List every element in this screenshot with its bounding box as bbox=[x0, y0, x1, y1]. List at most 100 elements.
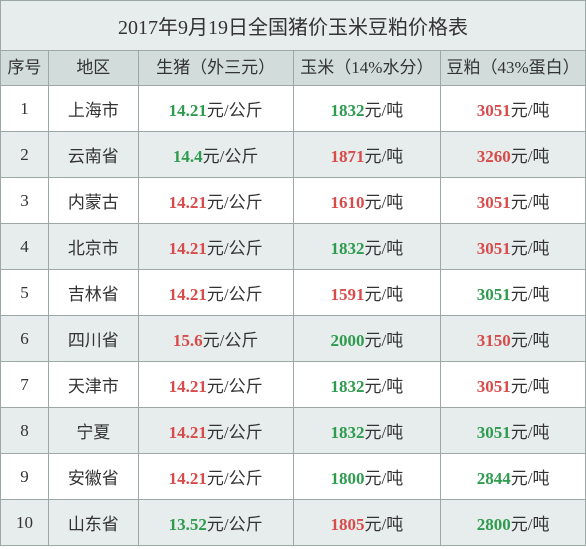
cell-corn-value: 2000 bbox=[331, 331, 365, 350]
cell-pig: 14.21元/公斤 bbox=[138, 178, 293, 224]
table-row: 3内蒙古14.21元/公斤1610元/吨3051元/吨 bbox=[1, 178, 586, 224]
cell-soy: 2844元/吨 bbox=[441, 454, 586, 500]
cell-pig-unit: 元/公斤 bbox=[207, 515, 263, 534]
cell-corn-unit: 元/吨 bbox=[365, 469, 404, 488]
cell-soy: 3051元/吨 bbox=[441, 178, 586, 224]
cell-corn-unit: 元/吨 bbox=[365, 147, 404, 166]
cell-region: 宁夏 bbox=[48, 408, 138, 454]
cell-corn-unit: 元/吨 bbox=[365, 193, 404, 212]
cell-soy: 3051元/吨 bbox=[441, 362, 586, 408]
cell-pig-unit: 元/公斤 bbox=[207, 101, 263, 120]
cell-pig: 14.21元/公斤 bbox=[138, 224, 293, 270]
table-row: 10山东省13.52元/公斤1805元/吨2800元/吨 bbox=[1, 500, 586, 546]
cell-corn-unit: 元/吨 bbox=[365, 239, 404, 258]
table-row: 5吉林省14.21元/公斤1591元/吨3051元/吨 bbox=[1, 270, 586, 316]
header-pig: 生猪（外三元） bbox=[138, 51, 293, 86]
cell-corn: 1832元/吨 bbox=[293, 224, 441, 270]
table-row: 1上海市14.21元/公斤1832元/吨3051元/吨 bbox=[1, 86, 586, 132]
cell-corn-value: 1610 bbox=[331, 193, 365, 212]
cell-pig: 14.21元/公斤 bbox=[138, 408, 293, 454]
cell-region: 四川省 bbox=[48, 316, 138, 362]
cell-soy-unit: 元/吨 bbox=[511, 147, 550, 166]
header-region: 地区 bbox=[48, 51, 138, 86]
title-row: 2017年9月19日全国猪价玉米豆粕价格表 bbox=[1, 1, 586, 51]
cell-pig-unit: 元/公斤 bbox=[207, 423, 263, 442]
cell-pig-value: 14.21 bbox=[169, 423, 207, 442]
cell-corn: 1832元/吨 bbox=[293, 408, 441, 454]
cell-pig-value: 14.21 bbox=[169, 193, 207, 212]
cell-soy-unit: 元/吨 bbox=[511, 469, 550, 488]
cell-soy-value: 2800 bbox=[477, 515, 511, 534]
cell-corn: 1832元/吨 bbox=[293, 86, 441, 132]
cell-corn-unit: 元/吨 bbox=[365, 101, 404, 120]
cell-pig: 15.6元/公斤 bbox=[138, 316, 293, 362]
cell-pig-value: 15.6 bbox=[173, 331, 203, 350]
cell-soy-value: 3051 bbox=[477, 193, 511, 212]
cell-soy-unit: 元/吨 bbox=[511, 193, 550, 212]
cell-corn-unit: 元/吨 bbox=[365, 331, 404, 350]
cell-pig-unit: 元/公斤 bbox=[207, 469, 263, 488]
cell-corn-value: 1591 bbox=[331, 285, 365, 304]
cell-idx: 6 bbox=[1, 316, 49, 362]
cell-idx: 7 bbox=[1, 362, 49, 408]
cell-pig: 14.21元/公斤 bbox=[138, 270, 293, 316]
cell-corn-value: 1805 bbox=[331, 515, 365, 534]
cell-soy-value: 2844 bbox=[477, 469, 511, 488]
cell-soy-value: 3260 bbox=[477, 147, 511, 166]
cell-region: 天津市 bbox=[48, 362, 138, 408]
cell-corn-value: 1832 bbox=[331, 239, 365, 258]
table-row: 8宁夏14.21元/公斤1832元/吨3051元/吨 bbox=[1, 408, 586, 454]
cell-soy: 3051元/吨 bbox=[441, 224, 586, 270]
cell-pig: 14.4元/公斤 bbox=[138, 132, 293, 178]
cell-region: 内蒙古 bbox=[48, 178, 138, 224]
cell-idx: 5 bbox=[1, 270, 49, 316]
cell-idx: 10 bbox=[1, 500, 49, 546]
cell-soy: 3150元/吨 bbox=[441, 316, 586, 362]
cell-pig-unit: 元/公斤 bbox=[203, 331, 259, 350]
cell-soy-unit: 元/吨 bbox=[511, 515, 550, 534]
cell-pig-value: 14.21 bbox=[169, 239, 207, 258]
cell-pig-unit: 元/公斤 bbox=[207, 377, 263, 396]
cell-pig-unit: 元/公斤 bbox=[203, 147, 259, 166]
cell-region: 上海市 bbox=[48, 86, 138, 132]
cell-soy-unit: 元/吨 bbox=[511, 377, 550, 396]
table-row: 9安徽省14.21元/公斤1800元/吨2844元/吨 bbox=[1, 454, 586, 500]
cell-region: 北京市 bbox=[48, 224, 138, 270]
table-row: 6四川省15.6元/公斤2000元/吨3150元/吨 bbox=[1, 316, 586, 362]
cell-corn-value: 1871 bbox=[331, 147, 365, 166]
cell-corn: 1591元/吨 bbox=[293, 270, 441, 316]
cell-pig: 14.21元/公斤 bbox=[138, 454, 293, 500]
cell-pig-value: 14.21 bbox=[169, 469, 207, 488]
cell-soy-value: 3051 bbox=[477, 377, 511, 396]
cell-corn-value: 1832 bbox=[331, 377, 365, 396]
cell-idx: 8 bbox=[1, 408, 49, 454]
cell-soy-unit: 元/吨 bbox=[511, 423, 550, 442]
cell-soy-unit: 元/吨 bbox=[511, 285, 550, 304]
cell-corn: 1805元/吨 bbox=[293, 500, 441, 546]
cell-pig-unit: 元/公斤 bbox=[207, 285, 263, 304]
cell-soy-unit: 元/吨 bbox=[511, 331, 550, 350]
cell-soy-value: 3051 bbox=[477, 239, 511, 258]
cell-soy: 2800元/吨 bbox=[441, 500, 586, 546]
table-title: 2017年9月19日全国猪价玉米豆粕价格表 bbox=[1, 1, 586, 51]
cell-soy-value: 3051 bbox=[477, 423, 511, 442]
header-row: 序号 地区 生猪（外三元） 玉米（14%水分） 豆粕（43%蛋白） bbox=[1, 51, 586, 86]
cell-corn: 1832元/吨 bbox=[293, 362, 441, 408]
cell-pig-unit: 元/公斤 bbox=[207, 193, 263, 212]
header-soy: 豆粕（43%蛋白） bbox=[441, 51, 586, 86]
cell-corn-unit: 元/吨 bbox=[365, 515, 404, 534]
cell-corn: 1800元/吨 bbox=[293, 454, 441, 500]
cell-soy: 3051元/吨 bbox=[441, 270, 586, 316]
cell-corn-value: 1832 bbox=[331, 101, 365, 120]
cell-pig-value: 14.21 bbox=[169, 101, 207, 120]
cell-pig: 14.21元/公斤 bbox=[138, 86, 293, 132]
price-table: 2017年9月19日全国猪价玉米豆粕价格表 序号 地区 生猪（外三元） 玉米（1… bbox=[0, 0, 586, 546]
cell-soy-unit: 元/吨 bbox=[511, 239, 550, 258]
cell-pig-value: 14.21 bbox=[169, 377, 207, 396]
cell-soy: 3051元/吨 bbox=[441, 86, 586, 132]
cell-region: 山东省 bbox=[48, 500, 138, 546]
cell-soy-value: 3051 bbox=[477, 285, 511, 304]
table-row: 2云南省14.4元/公斤1871元/吨3260元/吨 bbox=[1, 132, 586, 178]
cell-corn-unit: 元/吨 bbox=[365, 377, 404, 396]
header-idx: 序号 bbox=[1, 51, 49, 86]
